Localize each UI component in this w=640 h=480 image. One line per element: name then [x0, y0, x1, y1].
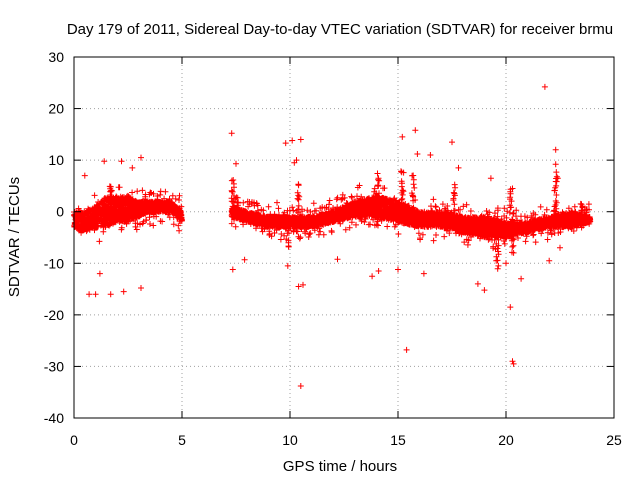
chart-title: Day 179 of 2011, Sidereal Day-to-day VTE…	[67, 21, 613, 38]
x-tick-label: 15	[390, 432, 406, 448]
y-tick-label: -40	[44, 410, 64, 426]
axis-ticks: 0 5 10 15 20 25 -40 -30 -20 -10 0 10 20 30	[44, 49, 622, 448]
y-axis-label: SDTVAR / TECUs	[6, 177, 23, 297]
x-tick-label: 20	[498, 432, 514, 448]
y-tick-label: 0	[56, 204, 64, 220]
y-tick-label: 10	[48, 152, 64, 168]
y-tick-label: 30	[48, 49, 64, 65]
x-tick-label: 5	[178, 432, 186, 448]
x-tick-label: 25	[606, 432, 622, 448]
y-tick-label: 20	[48, 101, 64, 117]
y-tick-label: -20	[44, 307, 64, 323]
x-tick-label: 0	[70, 432, 78, 448]
plot-area-border	[73, 56, 615, 419]
x-axis-label: GPS time / hours	[283, 458, 397, 475]
y-tick-label: -30	[44, 358, 64, 374]
x-tick-label: 10	[282, 432, 298, 448]
y-tick-label: -10	[44, 255, 64, 271]
